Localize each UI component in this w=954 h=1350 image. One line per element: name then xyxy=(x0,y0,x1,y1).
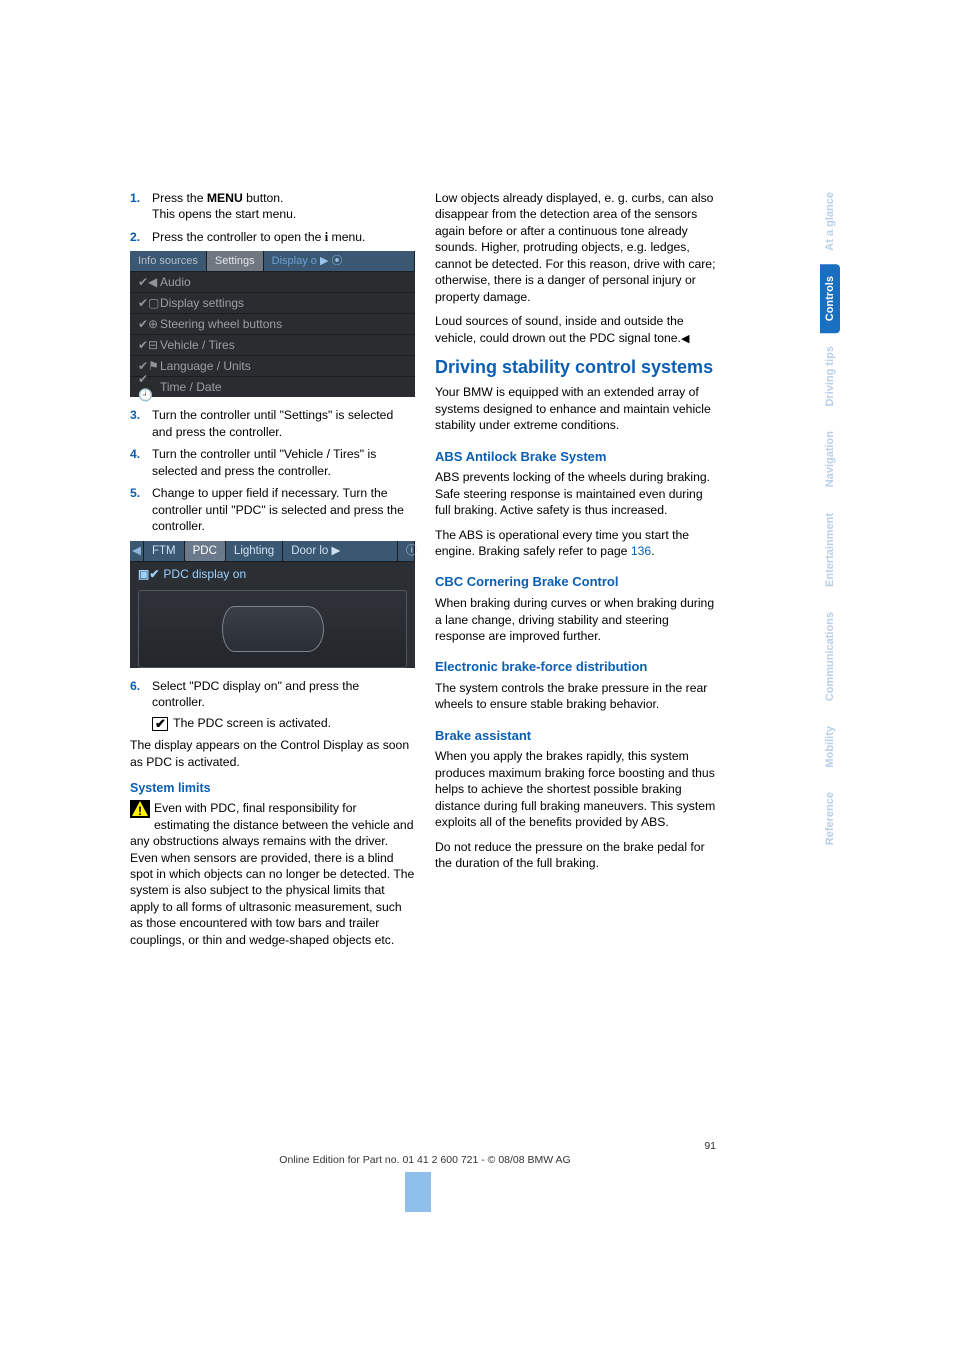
ebd-heading: Electronic brake-force distribution xyxy=(435,658,720,676)
page-content: 1. Press the MENU button. This opens the… xyxy=(130,190,720,956)
pdc-tab-prev[interactable]: ◀ xyxy=(130,541,144,561)
menu-label: Time / Date xyxy=(160,379,222,395)
menu-label: Audio xyxy=(160,274,191,290)
steps-list-6: 6. Select "PDC display on" and press the … xyxy=(130,678,415,731)
cbc-para: When braking during curves or when braki… xyxy=(435,595,720,644)
step-number: 4. xyxy=(130,446,140,462)
step-number: 2. xyxy=(130,229,140,245)
menu-item-language[interactable]: ✔⚑Language / Units xyxy=(130,355,415,376)
menu-item-vehicle[interactable]: ✔⊟Vehicle / Tires xyxy=(130,334,415,355)
menu-item-steering[interactable]: ✔⊕Steering wheel buttons xyxy=(130,313,415,334)
steps-list: 1. Press the MENU button. This opens the… xyxy=(130,190,415,245)
steering-icon: ✔⊕ xyxy=(138,316,160,332)
vehicle-icon: ✔⊟ xyxy=(138,337,160,353)
step-number: 5. xyxy=(130,485,140,501)
step-text: Turn the controller until "Settings" is … xyxy=(152,408,393,438)
step-text: Press the xyxy=(152,191,207,205)
step-4: 4. Turn the controller until "Vehicle / T… xyxy=(130,446,415,479)
menu-label: Vehicle / Tires xyxy=(160,337,235,353)
system-limits-head: System limits xyxy=(130,780,415,797)
tab-navigation[interactable]: Navigation xyxy=(820,419,840,499)
menu-label: Display settings xyxy=(160,295,244,311)
step-subtext: This opens the start menu. xyxy=(152,206,415,222)
right-column: Low objects already displayed, e. g. cur… xyxy=(435,190,720,880)
warning-continued: Low objects already displayed, e. g. cur… xyxy=(435,190,720,305)
tab-display[interactable]: Display o ▶ ⦿ xyxy=(264,251,415,271)
warning-icon xyxy=(130,800,150,818)
step-number: 6. xyxy=(130,678,140,694)
end-triangle-icon: ◀ xyxy=(681,333,689,345)
step-text: Select "PDC display on" and press the co… xyxy=(152,679,359,709)
step-1: 1. Press the MENU button. This opens the… xyxy=(130,190,415,223)
tab-settings[interactable]: Settings xyxy=(207,251,264,271)
pdc-tab-pdc[interactable]: PDC xyxy=(185,541,226,561)
brake-assist-para1: When you apply the brakes rapidly, this … xyxy=(435,748,720,830)
step-number: 3. xyxy=(130,407,140,423)
pdc-tab-door[interactable]: Door lo ▶ xyxy=(283,541,398,561)
abs-para2: The ABS is operational every time you st… xyxy=(435,527,720,560)
step-text: button. xyxy=(243,191,284,205)
pdc-display-on-row[interactable]: ▣✔ PDC display on xyxy=(130,561,415,586)
menu-item-time[interactable]: ✔🕘Time / Date xyxy=(130,376,415,397)
footer-line: Online Edition for Part no. 01 41 2 600 … xyxy=(130,1154,720,1166)
page-footer: 91 Online Edition for Part no. 01 41 2 6… xyxy=(130,1140,720,1166)
pdc-tab-lighting[interactable]: Lighting xyxy=(226,541,283,561)
left-column: 1. Press the MENU button. This opens the… xyxy=(130,190,415,956)
checkbox-icon: ▣✔ xyxy=(138,567,159,581)
pdc-panel: ◀ FTM PDC Lighting Door lo ▶ ⓘ ▣✔ PDC dis… xyxy=(130,541,415,668)
brake-assist-para2: Do not reduce the pressure on the brake … xyxy=(435,839,720,872)
menu-item-display[interactable]: ✔▢Display settings xyxy=(130,292,415,313)
menu-item-audio[interactable]: ✔◀Audio xyxy=(130,271,415,292)
time-icon: ✔🕘 xyxy=(138,371,160,403)
page-link-136[interactable]: 136 xyxy=(631,544,651,558)
cbc-heading: CBC Cornering Brake Control xyxy=(435,573,720,591)
system-limits-text: Even with PDC, final responsibility for … xyxy=(130,801,414,947)
step-text: Turn the controller until "Vehicle / Tir… xyxy=(152,447,376,477)
settings-submenu: Info sources Settings Display o ▶ ⦿ ✔◀Au… xyxy=(130,251,415,397)
driving-stability-heading: Driving stability control systems xyxy=(435,357,720,379)
driving-stability-intro: Your BMW is equipped with an extended ar… xyxy=(435,384,720,433)
checkbox-checked-icon xyxy=(152,717,170,731)
step-text: menu. xyxy=(328,230,365,244)
tab-communications[interactable]: Communications xyxy=(820,600,840,713)
step-6-sub: The PDC screen is activated. xyxy=(152,715,415,731)
tab-controls[interactable]: Controls xyxy=(820,264,840,333)
pdc-tab-ftm[interactable]: FTM xyxy=(144,541,185,561)
step-number: 1. xyxy=(130,190,140,206)
menu-button-label: MENU xyxy=(207,191,243,205)
tab-reference[interactable]: Reference xyxy=(820,780,840,857)
steps-list-cont: 3. Turn the controller until "Settings" i… xyxy=(130,407,415,534)
menu-label: Steering wheel buttons xyxy=(160,316,282,332)
pdc-car-graphic xyxy=(138,590,407,668)
warning-continued-2: Loud sources of sound, inside and outsid… xyxy=(435,313,720,346)
menu-label: Language / Units xyxy=(160,358,251,374)
side-nav-tabs: At a glance Controls Driving tips Naviga… xyxy=(820,180,844,859)
audio-icon: ✔◀ xyxy=(138,274,160,290)
step-3: 3. Turn the controller until "Settings" i… xyxy=(130,407,415,440)
tab-info-sources[interactable]: Info sources xyxy=(130,251,207,271)
brake-assist-heading: Brake assistant xyxy=(435,727,720,745)
step-2: 2. Press the controller to open the i me… xyxy=(130,229,415,245)
tab-at-a-glance[interactable]: At a glance xyxy=(820,180,840,263)
submenu-tabs: Info sources Settings Display o ▶ ⦿ xyxy=(130,251,415,271)
system-limits-body: Even with PDC, final responsibility for … xyxy=(130,800,415,948)
tab-mobility[interactable]: Mobility xyxy=(820,714,840,780)
ebd-para: The system controls the brake pressure i… xyxy=(435,680,720,713)
step-5: 5. Change to upper field if necessary. Tu… xyxy=(130,485,415,534)
step-text: Press the controller to open the xyxy=(152,230,325,244)
step-6: 6. Select "PDC display on" and press the … xyxy=(130,678,415,731)
pdc-check-label: PDC display on xyxy=(163,567,246,581)
tab-driving-tips[interactable]: Driving tips xyxy=(820,334,840,419)
after-step6: The display appears on the Control Displ… xyxy=(130,737,415,770)
step-text: Change to upper field if necessary. Turn… xyxy=(152,486,404,533)
page-number: 91 xyxy=(130,1140,720,1152)
tab-entertainment[interactable]: Entertainment xyxy=(820,501,840,599)
abs-para1: ABS prevents locking of the wheels durin… xyxy=(435,469,720,518)
display-icon: ✔▢ xyxy=(138,295,160,311)
footer-blue-bar xyxy=(405,1172,431,1212)
pdc-tab-info[interactable]: ⓘ xyxy=(398,541,415,561)
abs-heading: ABS Antilock Brake System xyxy=(435,448,720,466)
pdc-tabs: ◀ FTM PDC Lighting Door lo ▶ ⓘ xyxy=(130,541,415,561)
